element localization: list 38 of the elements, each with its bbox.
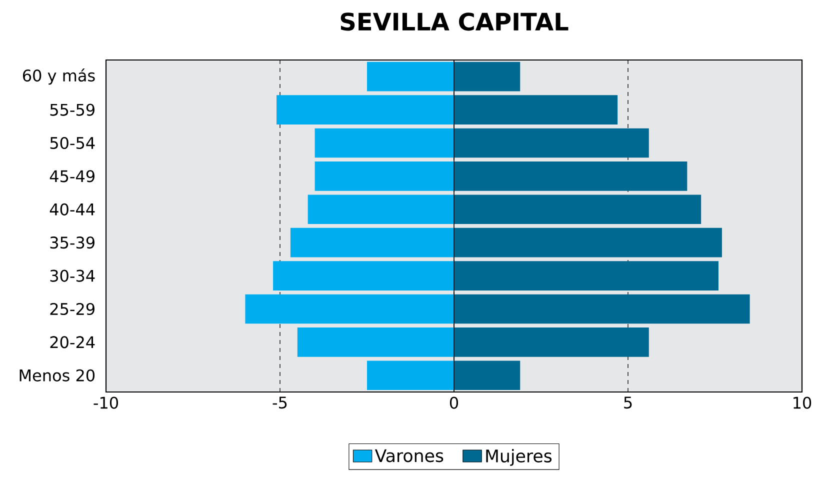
bar [314, 128, 454, 158]
y-tick-label: 45-49 [50, 170, 94, 182]
bar [454, 261, 718, 290]
bar [454, 360, 520, 390]
y-tick-label: 25-29 [50, 302, 94, 316]
x-tick-label: 0 [450, 396, 458, 409]
bar [454, 228, 722, 258]
legend-label: Mujeres [486, 449, 552, 466]
y-tick-label: 55-59 [50, 104, 94, 116]
y-tick-label: 60 y más [22, 68, 95, 85]
bar [273, 261, 454, 290]
bar [308, 194, 454, 224]
x-tick-label: -5 [272, 396, 287, 409]
bar [367, 62, 454, 92]
y-tick-label: 20-24 [50, 336, 95, 348]
bar [454, 194, 702, 224]
y-tick-label: 30-34 [50, 270, 95, 282]
bar [454, 128, 649, 158]
bar [454, 62, 520, 92]
bar [290, 228, 454, 258]
bar [454, 328, 649, 357]
bar [276, 95, 454, 124]
bar [454, 294, 750, 324]
x-tick-label: 5 [624, 396, 632, 409]
y-tick-label: 50-54 [50, 136, 95, 150]
y-tick-label: 40-44 [50, 203, 95, 216]
bar [245, 294, 454, 324]
y-tick-label: Menos 20 [20, 369, 95, 382]
bar [314, 162, 454, 191]
x-tick-label: -10 [94, 396, 118, 409]
bar [454, 95, 618, 124]
chart-title: SEVILLA CAPITAL [340, 12, 568, 31]
bar [367, 360, 454, 390]
bar [454, 162, 688, 191]
y-tick-label: 35-39 [50, 236, 94, 249]
bar [297, 328, 454, 357]
x-tick-label: 10 [794, 396, 812, 409]
legend-label: Varones [374, 449, 444, 462]
